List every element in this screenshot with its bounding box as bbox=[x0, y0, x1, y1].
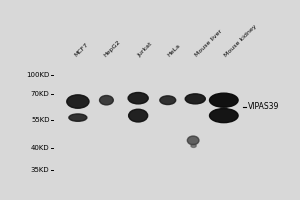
Text: HepG2: HepG2 bbox=[103, 39, 122, 58]
Ellipse shape bbox=[209, 109, 238, 123]
Text: MCF7: MCF7 bbox=[73, 42, 89, 58]
Text: 40KD: 40KD bbox=[31, 145, 50, 151]
Text: 35KD: 35KD bbox=[31, 167, 50, 173]
Text: HeLa: HeLa bbox=[166, 43, 181, 58]
Text: 70KD: 70KD bbox=[31, 91, 50, 97]
Ellipse shape bbox=[129, 109, 148, 122]
Text: Jurkat: Jurkat bbox=[137, 41, 153, 58]
Ellipse shape bbox=[128, 92, 148, 104]
Ellipse shape bbox=[209, 93, 238, 107]
Ellipse shape bbox=[191, 144, 196, 147]
Ellipse shape bbox=[187, 136, 199, 145]
Ellipse shape bbox=[160, 96, 176, 105]
Text: Mouse liver: Mouse liver bbox=[194, 29, 223, 58]
Text: Mouse kidney: Mouse kidney bbox=[224, 24, 258, 58]
Ellipse shape bbox=[100, 96, 113, 105]
Text: 100KD: 100KD bbox=[26, 72, 50, 78]
Ellipse shape bbox=[185, 94, 205, 104]
Text: 55KD: 55KD bbox=[31, 117, 50, 123]
Text: VIPAS39: VIPAS39 bbox=[248, 102, 279, 111]
Ellipse shape bbox=[69, 114, 87, 121]
Ellipse shape bbox=[67, 95, 89, 108]
